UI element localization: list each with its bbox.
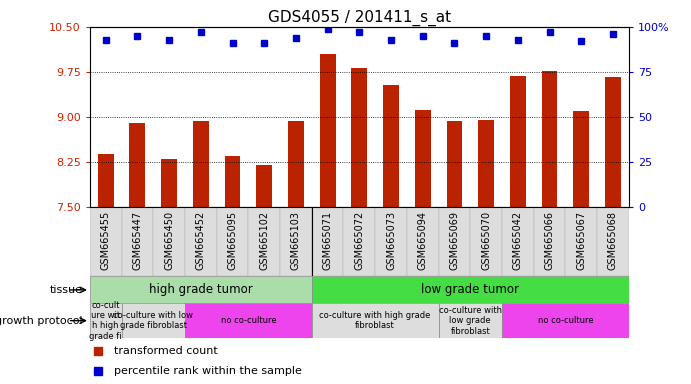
Bar [597,207,629,276]
Text: transformed count: transformed count [114,346,218,356]
Bar [415,110,430,207]
Text: GSM665095: GSM665095 [227,211,238,270]
Bar [502,303,629,338]
Bar [502,207,533,276]
Text: GSM665070: GSM665070 [481,211,491,270]
Bar [129,123,145,207]
Text: GSM665042: GSM665042 [513,211,523,270]
Text: low grade tumor: low grade tumor [422,283,519,296]
Text: GSM665450: GSM665450 [164,211,174,270]
Bar [256,165,272,207]
Text: tissue: tissue [50,285,83,295]
Text: GSM665103: GSM665103 [291,211,301,270]
Bar [439,207,471,276]
Bar [478,120,494,207]
Text: GSM665452: GSM665452 [196,211,206,270]
Text: GSM665102: GSM665102 [259,211,269,270]
Text: GSM665071: GSM665071 [323,211,332,270]
Bar [471,207,502,276]
Text: no co-culture: no co-culture [538,316,593,325]
Text: GSM665455: GSM665455 [101,211,111,270]
Text: GSM665072: GSM665072 [354,211,364,270]
Text: percentile rank within the sample: percentile rank within the sample [114,366,302,376]
Bar [439,303,502,338]
Text: no co-culture: no co-culture [220,316,276,325]
Bar [312,207,343,276]
Text: GSM665067: GSM665067 [576,211,586,270]
Text: GSM665094: GSM665094 [418,211,428,270]
Text: GSM665073: GSM665073 [386,211,396,270]
Bar [312,276,629,303]
Bar [217,207,248,276]
Bar [90,276,312,303]
Bar [343,207,375,276]
Bar [185,207,217,276]
Bar [565,207,597,276]
Bar [122,207,153,276]
Bar [122,303,185,338]
Bar [153,207,185,276]
Bar [97,154,113,207]
Bar [510,76,526,207]
Bar [446,121,462,207]
Text: GSM665447: GSM665447 [133,211,142,270]
Bar [605,77,621,207]
Text: GSM665069: GSM665069 [449,211,460,270]
Bar [352,68,367,207]
Bar [193,121,209,207]
Bar [533,207,565,276]
Text: co-cult
ure wit
h high
grade fi: co-cult ure wit h high grade fi [89,301,122,341]
Text: co-culture with high grade
fibroblast: co-culture with high grade fibroblast [319,311,431,330]
Bar [90,303,122,338]
Bar [312,303,439,338]
Bar [288,121,304,207]
Bar [375,207,407,276]
Text: high grade tumor: high grade tumor [149,283,253,296]
Text: GSM665068: GSM665068 [608,211,618,270]
Bar [185,303,312,338]
Bar [161,159,177,207]
Bar [542,71,558,207]
Bar [248,207,280,276]
Bar [320,54,336,207]
Bar [383,85,399,207]
Text: growth protocol: growth protocol [0,316,83,326]
Bar [407,207,439,276]
Text: co-culture with
low grade
fibroblast: co-culture with low grade fibroblast [439,306,502,336]
Bar [280,207,312,276]
Title: GDS4055 / 201411_s_at: GDS4055 / 201411_s_at [267,9,451,25]
Bar [90,207,122,276]
Text: co-culture with low
grade fibroblast: co-culture with low grade fibroblast [113,311,193,330]
Bar [574,111,589,207]
Bar [225,156,240,207]
Text: GSM665066: GSM665066 [545,211,555,270]
